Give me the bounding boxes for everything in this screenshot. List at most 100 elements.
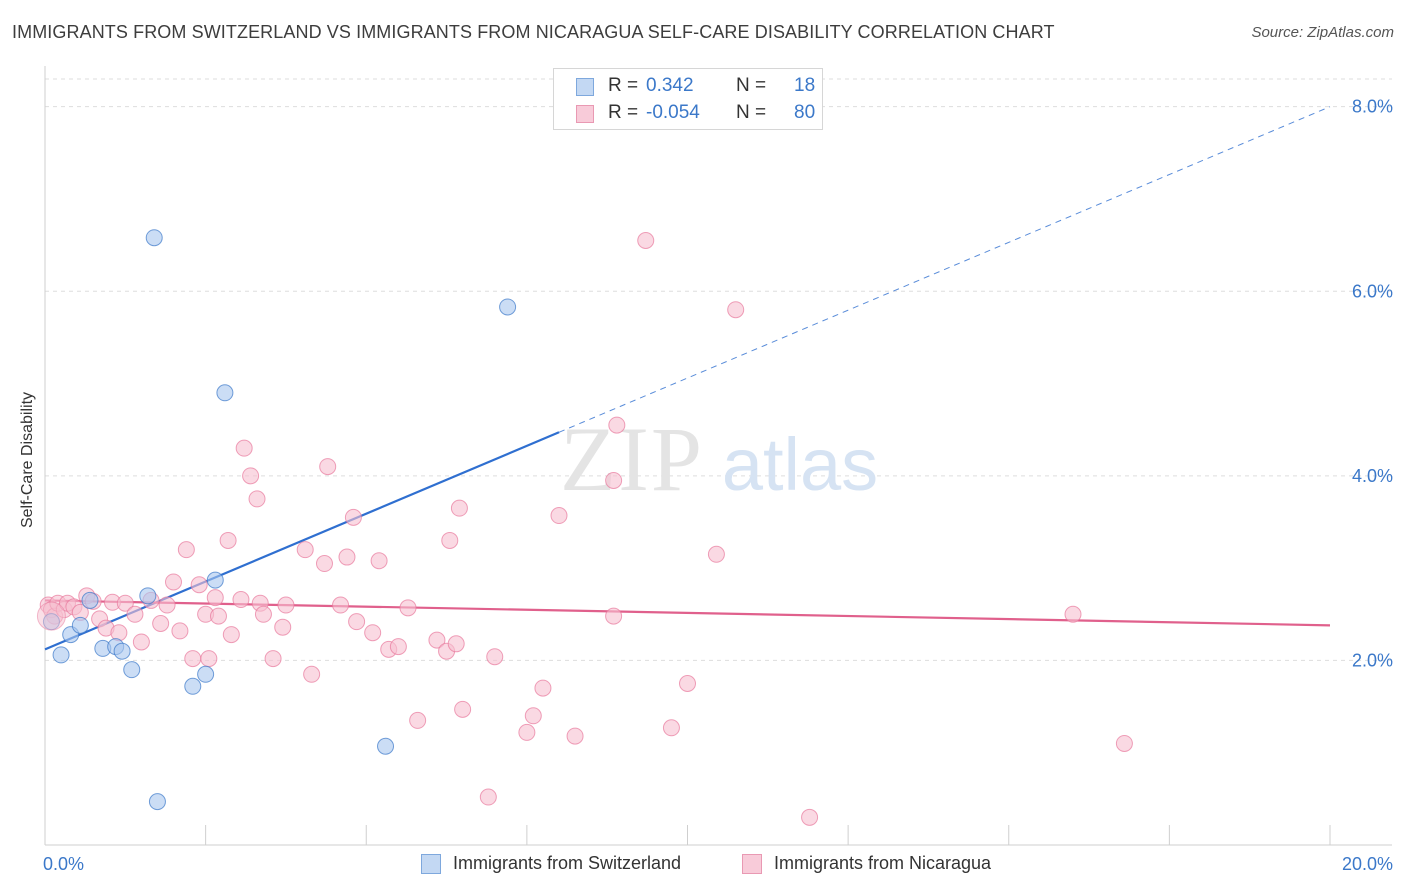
- data-point-switzerland: [206, 571, 224, 589]
- tick-labels: 2.0% 4.0% 6.0% 8.0% 0.0% 20.0%: [43, 97, 1393, 874]
- data-point-cluster-nicaragua: [36, 601, 66, 631]
- data-point-switzerland: [184, 677, 202, 695]
- data-point-nicaragua: [222, 626, 240, 644]
- data-point-nicaragua: [110, 624, 128, 642]
- data-point-switzerland: [197, 665, 215, 683]
- data-point-switzerland: [52, 646, 70, 664]
- data-point-nicaragua: [177, 541, 195, 559]
- data-point-switzerland: [113, 642, 131, 660]
- data-point-nicaragua: [344, 508, 362, 526]
- data-point-nicaragua: [534, 679, 552, 697]
- legend-r-value: -0.054: [646, 102, 700, 123]
- data-point-nicaragua: [409, 711, 427, 729]
- data-point-nicaragua: [679, 674, 696, 692]
- data-point-nicaragua: [165, 573, 182, 591]
- data-point-nicaragua: [132, 633, 150, 651]
- data-point-switzerland: [499, 298, 517, 316]
- legend-r-label: R =: [608, 75, 639, 96]
- data-point-nicaragua: [450, 499, 468, 517]
- data-point-nicaragua: [254, 605, 272, 623]
- data-point-nicaragua: [364, 624, 382, 642]
- y-tick-label: 4.0%: [1352, 466, 1393, 486]
- data-point-nicaragua: [190, 576, 208, 594]
- legend-swatch-switzerland: [421, 854, 441, 874]
- data-point-nicaragua: [608, 416, 626, 434]
- data-point-nicaragua: [486, 648, 504, 666]
- data-point-nicaragua: [319, 458, 337, 476]
- y-axis-label-wrap: Self-Care Disability: [8, 300, 48, 620]
- data-point-nicaragua: [447, 635, 465, 653]
- data-point-nicaragua: [171, 622, 189, 640]
- data-point-nicaragua: [315, 555, 333, 573]
- data-point-nicaragua: [605, 607, 623, 625]
- axes: [44, 66, 1392, 846]
- legend-n-value: 80: [794, 102, 816, 123]
- data-point-switzerland: [377, 737, 395, 755]
- data-point-nicaragua: [242, 467, 260, 485]
- legend-swatch-nicaragua: [742, 854, 762, 874]
- y-tick-label: 8.0%: [1352, 97, 1393, 117]
- data-point-nicaragua: [662, 719, 680, 737]
- source-credit: Source: ZipAtlas.com: [1251, 24, 1394, 41]
- data-point-nicaragua: [200, 650, 218, 668]
- data-point-nicaragua: [727, 301, 745, 319]
- correlation-legend: R = 0.342 N = 18 R = -0.054 N = 80: [553, 68, 823, 130]
- y-tick-label: 6.0%: [1352, 281, 1393, 301]
- data-point-nicaragua: [296, 541, 314, 559]
- legend-n-label: N =: [736, 102, 767, 123]
- data-point-switzerland: [145, 229, 163, 247]
- data-point-nicaragua: [338, 548, 356, 566]
- series-legend: Immigrants from Switzerland Immigrants f…: [0, 851, 1406, 879]
- y-axis-label: Self-Care Disability: [19, 391, 36, 529]
- legend-n-label: N =: [736, 75, 767, 96]
- data-point-nicaragua: [158, 596, 176, 614]
- data-point-nicaragua: [479, 788, 497, 806]
- data-point-nicaragua: [441, 531, 459, 549]
- trend-line-switzerland: [44, 431, 560, 651]
- data-point-nicaragua: [116, 594, 134, 612]
- data-points: [36, 229, 1133, 826]
- data-point-nicaragua: [332, 596, 350, 614]
- watermark: ZIP atlas: [560, 408, 878, 510]
- data-point-nicaragua: [184, 650, 202, 668]
- watermark-zip: ZIP: [560, 408, 704, 510]
- data-point-nicaragua: [248, 490, 266, 508]
- data-point-nicaragua: [274, 618, 292, 636]
- legend-label-switzerland: Immigrants from Switzerland: [453, 853, 682, 873]
- data-point-switzerland: [216, 384, 234, 402]
- data-point-nicaragua: [232, 591, 250, 609]
- data-point-nicaragua: [152, 615, 170, 633]
- data-point-nicaragua: [637, 232, 655, 250]
- data-point-nicaragua: [1115, 734, 1133, 752]
- data-point-nicaragua: [566, 727, 584, 745]
- data-point-nicaragua: [550, 507, 568, 525]
- watermark-atlas: atlas: [722, 423, 878, 506]
- legend-label-nicaragua: Immigrants from Nicaragua: [774, 853, 992, 873]
- data-point-nicaragua: [219, 531, 237, 549]
- legend-swatch-switzerland: [576, 78, 594, 96]
- data-point-nicaragua: [428, 631, 446, 649]
- data-point-switzerland: [123, 661, 141, 679]
- legend-n-value: 18: [794, 75, 816, 96]
- legend-swatch-nicaragua: [576, 105, 594, 123]
- legend-r-value: 0.342: [646, 75, 694, 96]
- data-point-switzerland: [71, 616, 89, 634]
- x-tick-label: 0.0%: [43, 854, 84, 874]
- trend-lines: [44, 106, 1331, 651]
- data-point-nicaragua: [389, 638, 407, 656]
- data-point-nicaragua: [707, 545, 725, 563]
- data-point-nicaragua: [518, 723, 536, 741]
- trend-line-extension-switzerland: [558, 106, 1331, 433]
- chart-title: IMMIGRANTS FROM SWITZERLAND VS IMMIGRANT…: [12, 22, 1055, 42]
- data-point-nicaragua: [454, 700, 472, 718]
- data-point-nicaragua: [209, 607, 227, 625]
- y-tick-label: 2.0%: [1352, 650, 1393, 670]
- data-point-switzerland: [148, 793, 166, 811]
- data-point-nicaragua: [264, 650, 282, 668]
- data-point-nicaragua: [126, 605, 144, 623]
- data-point-nicaragua: [370, 552, 388, 570]
- data-point-nicaragua: [235, 439, 253, 457]
- data-point-nicaragua: [277, 596, 295, 614]
- data-point-nicaragua: [399, 599, 417, 617]
